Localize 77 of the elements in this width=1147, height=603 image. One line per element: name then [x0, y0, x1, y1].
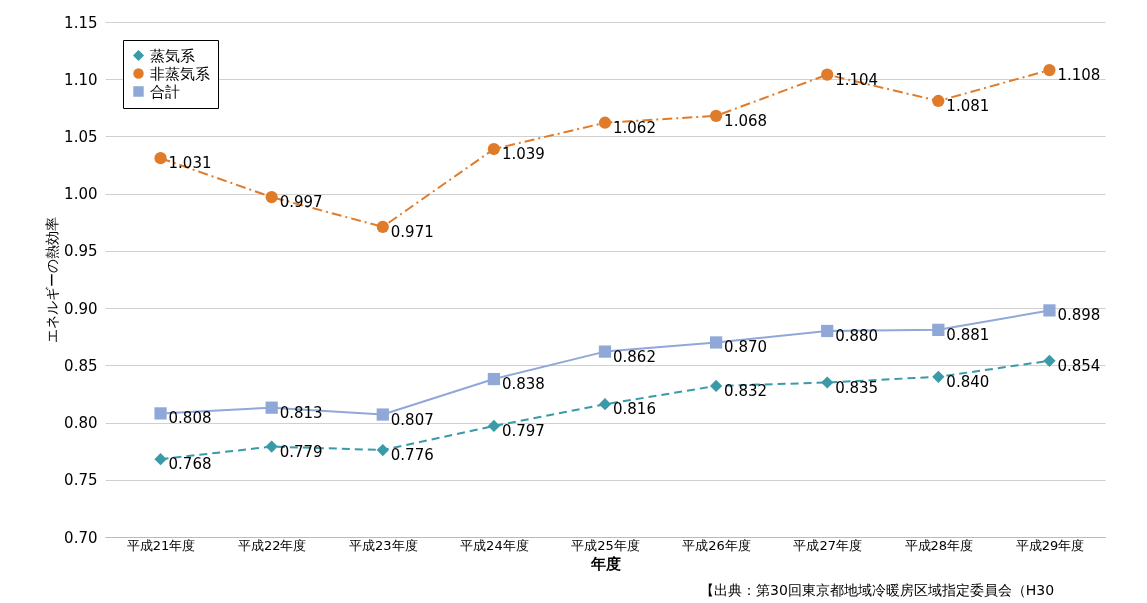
point — [598, 116, 612, 129]
y-tick-label: 0.70 — [64, 528, 98, 547]
point — [821, 324, 834, 338]
point — [376, 443, 389, 457]
y-tick-label: 0.95 — [64, 242, 98, 261]
point — [154, 407, 167, 420]
point — [154, 152, 167, 165]
point — [932, 94, 945, 108]
x-tick-label: 平成29年度 — [1015, 537, 1085, 553]
data-label: 0.971 — [390, 222, 434, 241]
x-tick-label: 平成23年度 — [349, 537, 418, 553]
x-tick-label: 平成27年度 — [793, 537, 862, 553]
data-label: 0.797 — [501, 421, 545, 440]
point — [376, 220, 389, 233]
data-label: 0.898 — [1057, 306, 1101, 325]
y-tick-label: 0.85 — [64, 356, 98, 375]
data-label: 0.816 — [613, 400, 656, 419]
x-axis-title: 年度 — [589, 554, 621, 573]
data-label: 0.838 — [501, 375, 545, 394]
x-tick-label: 平成21年度 — [126, 537, 196, 553]
data-label: 0.881 — [946, 325, 990, 344]
point — [821, 68, 834, 81]
point — [265, 440, 278, 453]
x-tick-label: 平成26年度 — [682, 537, 751, 553]
data-label: 0.840 — [946, 372, 990, 391]
legend-label: 蒸気系 — [150, 46, 195, 65]
data-label: 0.835 — [835, 378, 879, 397]
data-label: 1.068 — [724, 111, 768, 130]
point — [265, 401, 278, 414]
legend-label: 合計 — [150, 82, 180, 101]
point — [154, 453, 167, 466]
data-label: 0.870 — [724, 338, 768, 357]
point — [1043, 63, 1056, 77]
y-axis-title: エネルギーの熱効率 — [44, 217, 61, 343]
data-label: 1.081 — [946, 96, 990, 115]
data-label: 0.779 — [279, 442, 323, 461]
data-label: 0.832 — [724, 381, 768, 400]
data-label: 1.062 — [613, 118, 656, 137]
point — [932, 323, 945, 336]
data-label: 0.862 — [613, 347, 656, 366]
data-label: 0.854 — [1057, 356, 1101, 375]
point — [598, 345, 612, 358]
data-label: 0.807 — [390, 410, 434, 429]
legend-label: 非蒸気系 — [150, 64, 210, 83]
x-tick-label: 平成28年度 — [904, 537, 974, 553]
data-label: 0.808 — [168, 409, 212, 428]
point — [709, 109, 723, 122]
point — [376, 408, 389, 421]
point — [487, 372, 501, 386]
x-tick-label: 平成24年度 — [460, 537, 529, 553]
data-label: 1.039 — [501, 145, 545, 164]
y-tick-label: 1.05 — [64, 127, 98, 146]
point — [487, 142, 501, 156]
y-tick-label: 0.80 — [64, 414, 98, 433]
point — [598, 398, 612, 411]
text: 【出典：第30回東京都地域冷暖房区域指定委員会（H30 — [700, 582, 1055, 600]
data-label: 0.776 — [390, 446, 434, 465]
y-tick-label: 1.00 — [64, 185, 98, 204]
y-tick-label: 0.90 — [64, 299, 98, 318]
data-label: 1.031 — [168, 154, 212, 173]
point — [932, 370, 945, 383]
point — [821, 376, 834, 389]
data-label: 0.880 — [835, 327, 879, 345]
point — [265, 190, 278, 204]
x-tick-label: 平成22年度 — [237, 537, 307, 553]
data-label: 0.768 — [168, 455, 212, 474]
y-tick-label: 1.10 — [64, 70, 98, 89]
y-tick-label: 1.15 — [64, 13, 98, 32]
point — [709, 379, 723, 393]
point — [487, 419, 501, 433]
point — [1043, 354, 1056, 367]
point — [709, 336, 723, 349]
data-label: 1.108 — [1057, 66, 1101, 85]
data-label: 0.813 — [279, 403, 323, 422]
x-tick-label: 平成25年度 — [571, 537, 640, 553]
y-tick-label: 0.75 — [64, 471, 98, 490]
point — [1043, 304, 1056, 317]
